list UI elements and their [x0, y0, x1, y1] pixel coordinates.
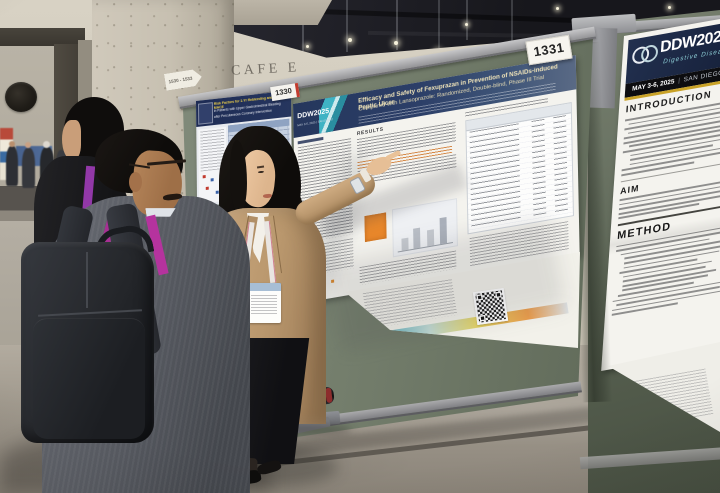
figure-mark-blue — [210, 178, 214, 182]
backpack-front-pocket — [33, 318, 145, 439]
light-streak — [302, 0, 304, 56]
wall-speaker-circle — [5, 82, 37, 112]
badge-header-band — [248, 283, 281, 291]
doorway-lintel — [0, 28, 85, 46]
tube-red-cap — [324, 387, 333, 404]
distant-person-head — [9, 141, 15, 147]
light-streak — [438, 0, 440, 54]
fg-ear — [129, 172, 142, 192]
light-streak — [346, 0, 348, 52]
ceiling-light — [394, 41, 398, 45]
light-streak — [466, 0, 468, 40]
woman-badge — [248, 283, 281, 323]
table-row-labels — [469, 123, 521, 230]
figure-mark-red — [205, 186, 209, 191]
badge-text — [251, 295, 277, 315]
ceiling-light — [348, 38, 352, 42]
cafe-sign: CAFE E — [230, 60, 301, 79]
light-streak — [396, 0, 398, 50]
distant-person-head-gray — [43, 141, 50, 148]
ceiling-light — [556, 7, 559, 10]
table-values-col2 — [553, 115, 568, 216]
baseline-table — [465, 102, 574, 235]
ceiling-light — [306, 45, 309, 48]
bt-face — [62, 120, 81, 160]
left-poster-logo — [198, 102, 214, 125]
light-streak — [511, 0, 513, 50]
table-values-col1 — [531, 118, 547, 220]
distant-person — [6, 146, 18, 186]
figure-mark-red — [202, 175, 206, 179]
woman-hair-front-strand — [230, 140, 247, 212]
backpack-zipper — [86, 252, 88, 308]
ceiling-beam — [230, 0, 332, 25]
dates-divider: | — [677, 77, 681, 85]
ceiling-light — [668, 6, 671, 9]
distant-person-head — [25, 142, 31, 148]
ceiling-light — [465, 23, 468, 26]
distant-person — [22, 148, 35, 188]
